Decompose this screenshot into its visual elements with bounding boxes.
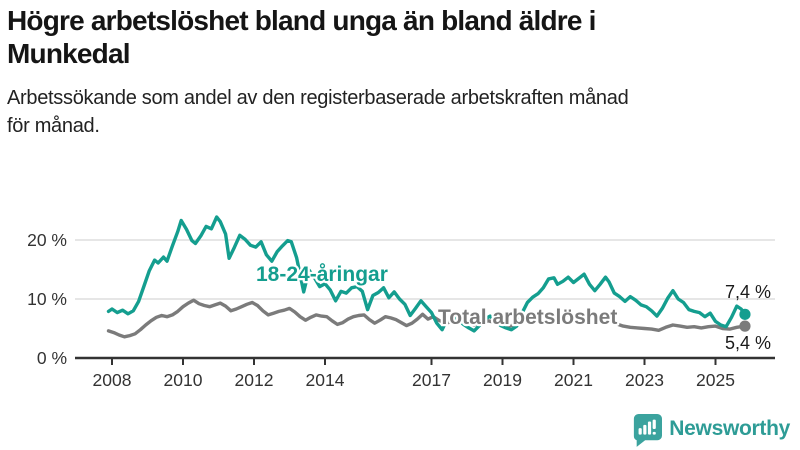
chart-title-line2: Munkedal xyxy=(7,38,131,69)
y-axis-tick-label: 10 % xyxy=(27,289,67,309)
chart-subtitle-line2: för månad. xyxy=(7,115,100,137)
newsworthy-logo-icon xyxy=(634,413,663,447)
x-axis-tick-label: 2010 xyxy=(164,370,203,390)
series-label-1: Total arbetslöshet xyxy=(438,306,617,329)
newsworthy-logo-text: Newsworthy xyxy=(669,417,790,440)
chart-subtitle-line1: Arbetssökande som andel av den registerb… xyxy=(7,87,629,109)
x-axis-tick-label: 2017 xyxy=(412,370,451,390)
chart-subtitle: Arbetssökande som andel av den registerb… xyxy=(7,84,787,140)
newsworthy-logo[interactable]: Newsworthy xyxy=(632,410,790,448)
series-end-dot-1 xyxy=(739,320,751,332)
series-line-1 xyxy=(106,298,747,339)
series-end-value-label-0: 7,4 % xyxy=(725,282,771,302)
y-axis-tick-label: 20 % xyxy=(27,230,67,250)
x-axis-tick-label: 2019 xyxy=(483,370,522,390)
series-line-0 xyxy=(106,215,747,333)
x-axis-tick-label: 2012 xyxy=(235,370,274,390)
x-axis-tick-label: 2021 xyxy=(554,370,593,390)
chart-title-line1: Högre arbetslöshet bland unga än bland ä… xyxy=(7,5,596,36)
series-end-dot-0 xyxy=(739,308,751,320)
series-end-value-label-1: 5,4 % xyxy=(725,333,771,353)
mini-bar-chart-glyph xyxy=(638,419,657,435)
x-axis-tick-label: 2023 xyxy=(625,370,664,390)
x-axis-tick-label: 2008 xyxy=(93,370,132,390)
x-axis-tick-label: 2014 xyxy=(306,370,345,390)
chart-header: Högre arbetslöshet bland unga än bland ä… xyxy=(7,4,787,140)
series-label-0: 18-24-åringar xyxy=(256,263,388,286)
chart-title: Högre arbetslöshet bland unga än bland ä… xyxy=(7,4,787,70)
x-axis-tick-label: 2025 xyxy=(696,370,735,390)
y-axis-tick-label: 0 % xyxy=(37,348,67,368)
